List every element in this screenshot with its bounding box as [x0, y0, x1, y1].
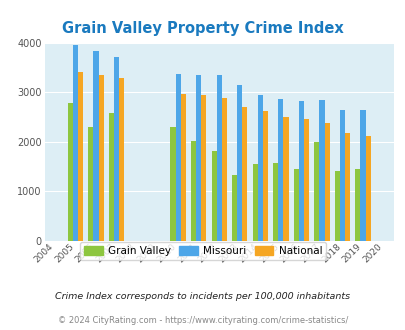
Bar	[170, 127, 175, 241]
Bar	[201, 95, 206, 241]
Bar	[221, 98, 226, 241]
Bar	[242, 107, 247, 241]
Bar	[109, 113, 114, 241]
Legend: Grain Valley, Missouri, National: Grain Valley, Missouri, National	[79, 242, 326, 260]
Bar	[354, 169, 360, 241]
Bar	[262, 111, 267, 241]
Bar	[216, 75, 221, 241]
Bar	[252, 164, 257, 241]
Bar	[88, 127, 93, 241]
Bar	[237, 85, 242, 241]
Bar	[303, 119, 308, 241]
Text: Crime Index corresponds to incidents per 100,000 inhabitants: Crime Index corresponds to incidents per…	[55, 292, 350, 301]
Bar	[364, 137, 370, 241]
Bar	[360, 110, 364, 241]
Bar	[119, 78, 124, 241]
Bar	[175, 74, 180, 241]
Bar	[73, 45, 78, 241]
Text: Grain Valley Property Crime Index: Grain Valley Property Crime Index	[62, 21, 343, 36]
Bar	[114, 57, 119, 241]
Bar	[78, 72, 83, 241]
Bar	[68, 103, 73, 241]
Bar	[319, 100, 324, 241]
Bar	[273, 163, 277, 241]
Bar	[298, 101, 303, 241]
Bar	[232, 175, 237, 241]
Bar	[196, 75, 201, 241]
Text: © 2024 CityRating.com - https://www.cityrating.com/crime-statistics/: © 2024 CityRating.com - https://www.city…	[58, 316, 347, 325]
Bar	[190, 141, 196, 241]
Bar	[334, 171, 339, 241]
Bar	[339, 110, 344, 241]
Bar	[98, 75, 103, 241]
Bar	[344, 133, 350, 241]
Bar	[93, 51, 98, 241]
Bar	[257, 95, 262, 241]
Bar	[293, 169, 298, 241]
Bar	[211, 151, 216, 241]
Bar	[283, 116, 288, 241]
Bar	[277, 99, 283, 241]
Bar	[324, 123, 329, 241]
Bar	[180, 94, 185, 241]
Bar	[313, 142, 319, 241]
